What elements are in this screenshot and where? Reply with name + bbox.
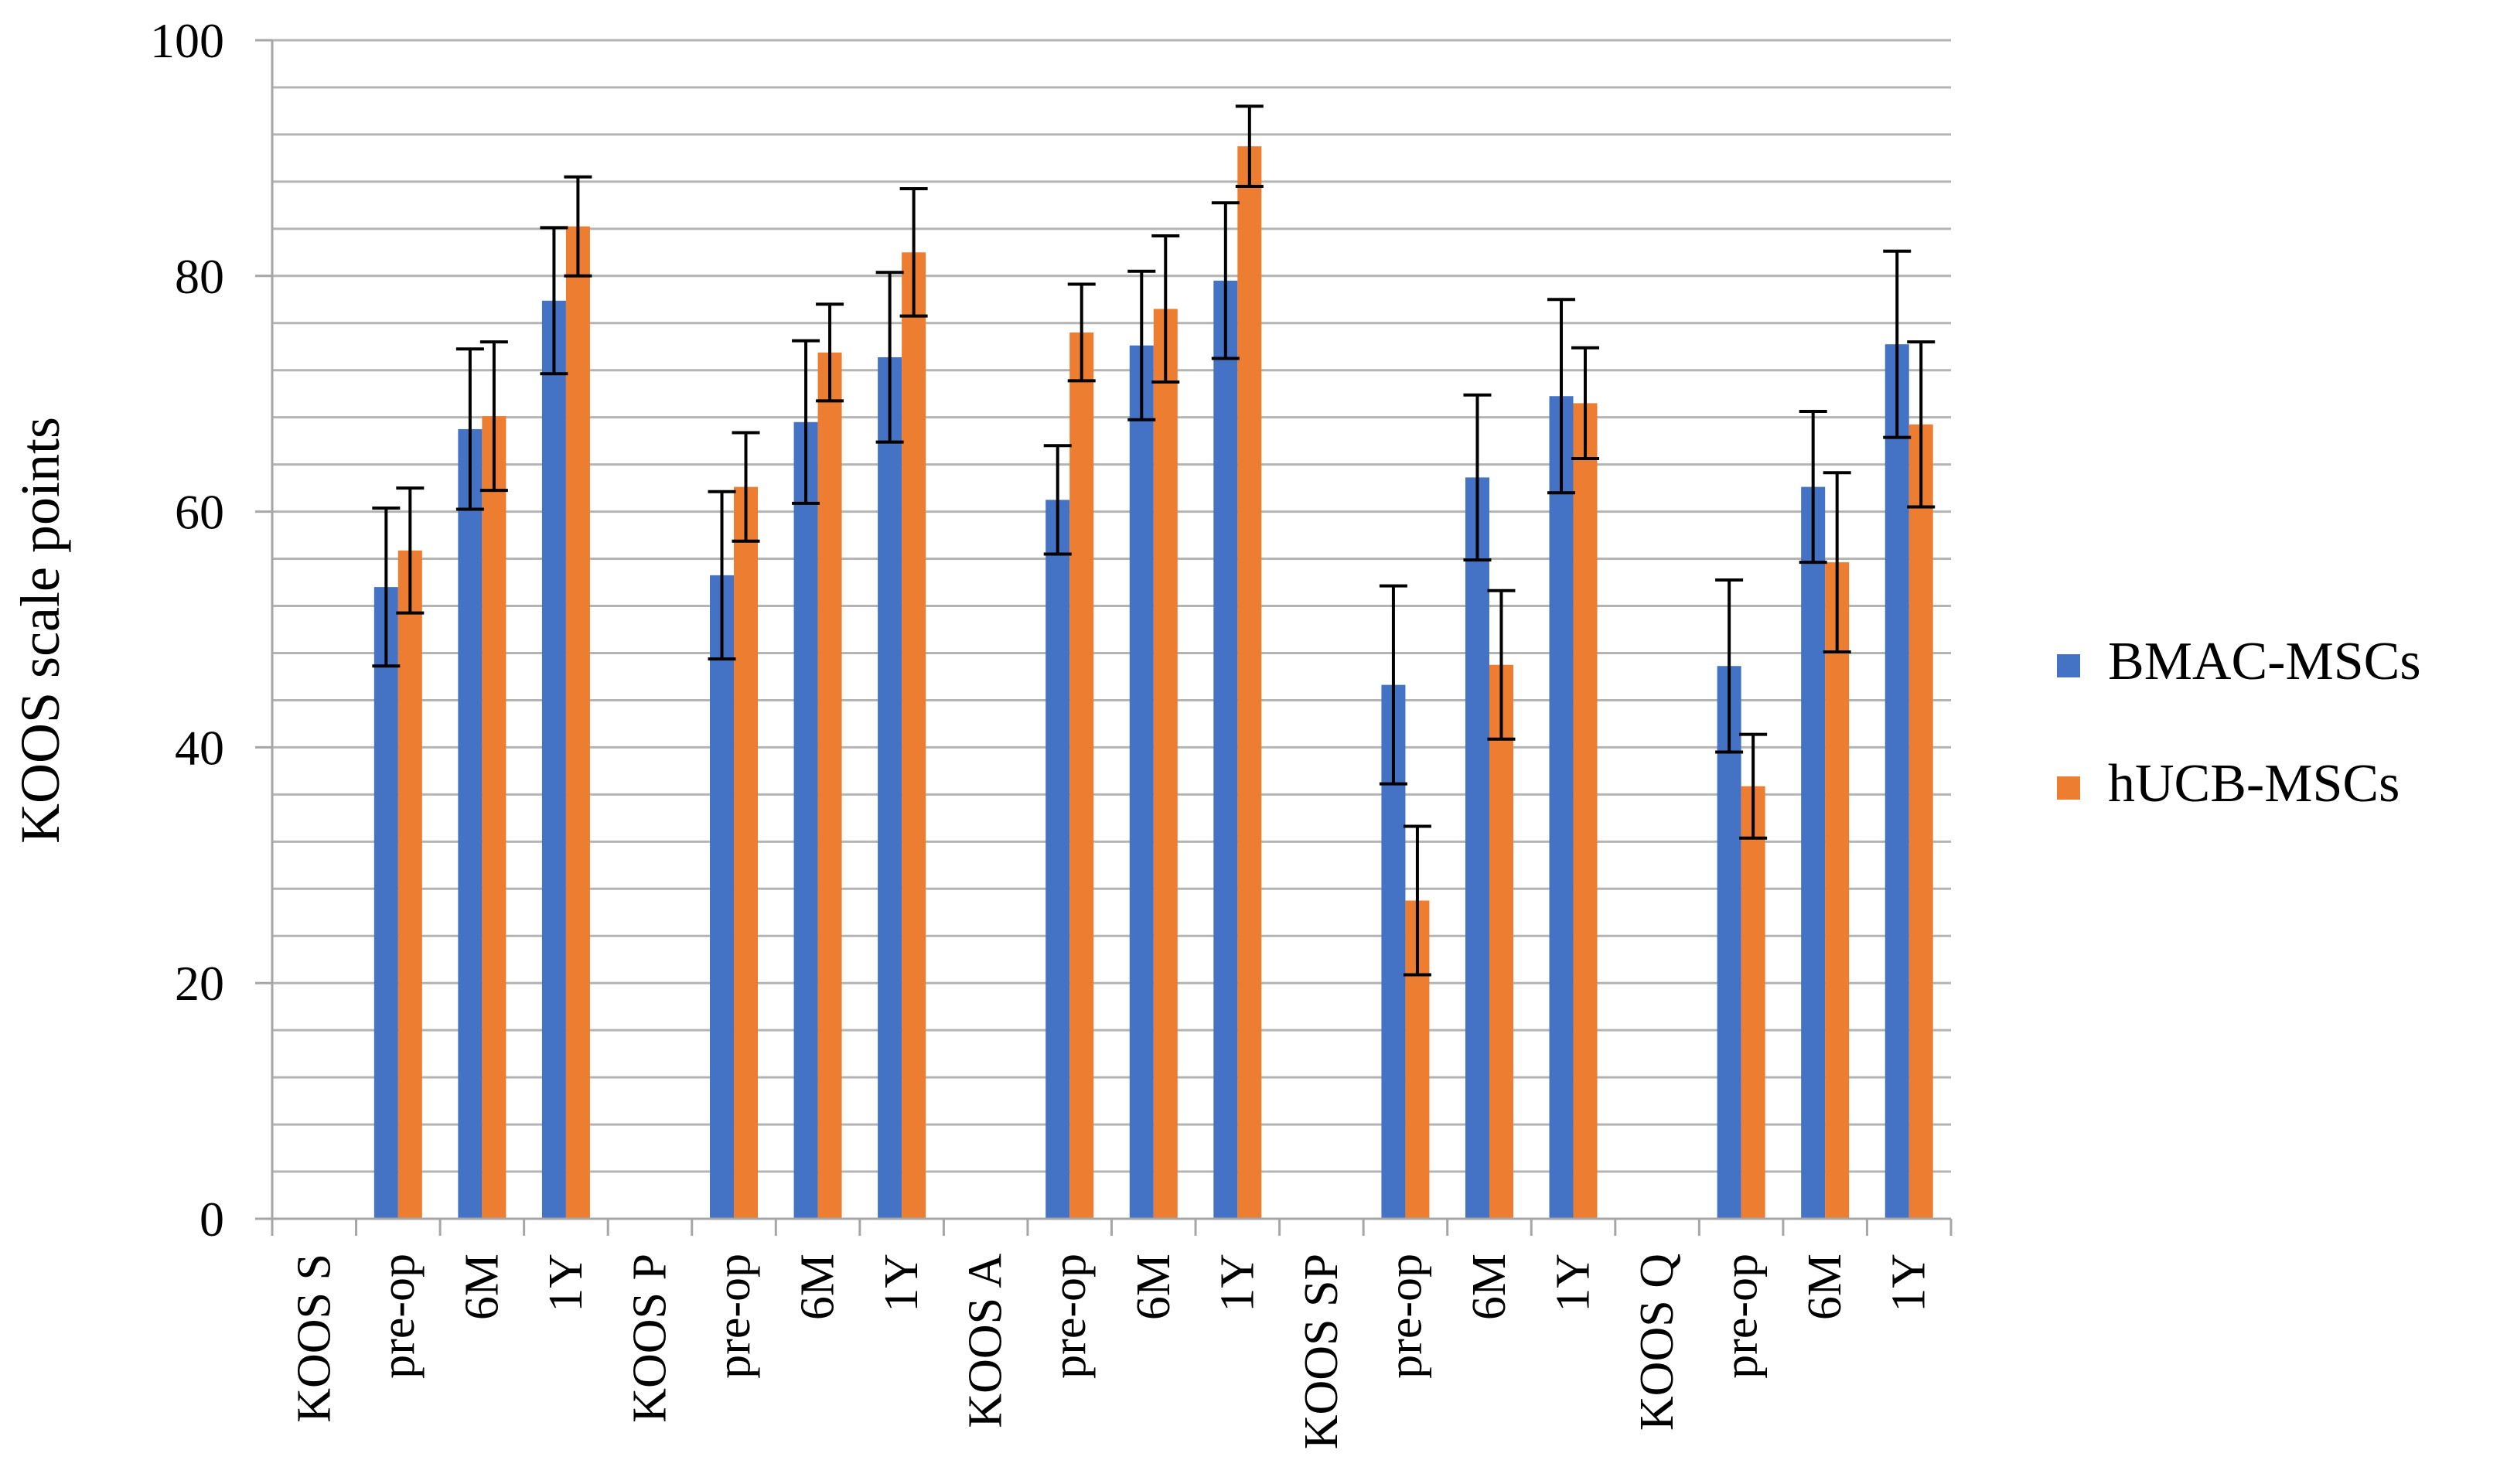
bar-hucb-mscs xyxy=(397,550,422,1219)
x-tick-label: KOOS S xyxy=(288,1254,340,1423)
bar-bmac-mscs xyxy=(710,575,735,1219)
x-tick-label: 6M xyxy=(792,1254,844,1320)
x-tick-label: pre-op xyxy=(708,1254,760,1379)
legend: BMAC-MSCs hUCB-MSCs xyxy=(2057,632,2421,814)
bar-bmac-mscs xyxy=(458,428,483,1219)
x-tick-label: 6M xyxy=(455,1254,508,1320)
legend-label-hucb-mscs: hUCB-MSCs xyxy=(2108,754,2400,814)
legend-swatch-bmac-mscs xyxy=(2057,654,2080,677)
x-tick-label: 6M xyxy=(1799,1254,1851,1320)
bar-hucb-mscs xyxy=(817,352,842,1219)
bar-hucb-mscs xyxy=(734,486,759,1219)
bar-hucb-mscs xyxy=(1908,424,1933,1219)
y-tick-label: 20 xyxy=(175,956,224,1011)
bar-bmac-mscs xyxy=(1465,477,1489,1219)
bar-bmac-mscs xyxy=(1801,486,1826,1219)
bar-bmac-mscs xyxy=(793,421,818,1219)
bar-bmac-mscs xyxy=(373,587,398,1219)
legend-label-bmac-mscs: BMAC-MSCs xyxy=(2108,632,2421,691)
x-tick-labels: KOOS S pre-op 6M 1Y KOOS P pre-op 6M 1Y KOOS A pr… xyxy=(288,1254,1935,1449)
bar-bmac-mscs xyxy=(1717,666,1741,1219)
y-tick-label: 0 xyxy=(200,1192,224,1247)
bar-bmac-mscs xyxy=(541,300,566,1220)
bar-bmac-mscs xyxy=(1549,396,1574,1219)
x-tick-label: 1Y xyxy=(1211,1254,1264,1312)
y-tick-label: 100 xyxy=(150,13,224,68)
x-tick-label: KOOS SP xyxy=(1295,1254,1348,1449)
x-tick-label: pre-op xyxy=(1043,1254,1096,1379)
error-bars xyxy=(372,104,1936,977)
grid xyxy=(272,39,1951,1220)
bar-bmac-mscs xyxy=(1045,500,1070,1219)
bar-bmac-mscs xyxy=(1129,345,1154,1219)
y-tick-label: 80 xyxy=(175,249,224,304)
y-axis-label: KOOS scale points xyxy=(9,417,71,844)
y-tick-label: 40 xyxy=(175,720,224,775)
bar-hucb-mscs xyxy=(1237,146,1262,1219)
bar-bmac-mscs xyxy=(878,357,902,1219)
x-tick-label: 6M xyxy=(1127,1254,1180,1320)
x-tick-label: 1Y xyxy=(540,1254,592,1312)
bar-hucb-mscs xyxy=(1069,332,1094,1219)
y-tick-labels: 0 20 40 60 80 100 xyxy=(150,13,224,1247)
x-tick-label: 1Y xyxy=(875,1254,928,1312)
bar-hucb-mscs xyxy=(1741,786,1765,1219)
x-tick-label: 1Y xyxy=(1883,1254,1936,1312)
bar-hucb-mscs xyxy=(902,252,926,1219)
bar-bmac-mscs xyxy=(1885,344,1909,1219)
axes xyxy=(255,39,1953,1236)
y-tick-label: 60 xyxy=(175,485,224,540)
x-tick-label: pre-op xyxy=(1379,1254,1431,1379)
bar-hucb-mscs xyxy=(1825,562,1850,1219)
x-tick-label: 1Y xyxy=(1547,1254,1600,1312)
bar-hucb-mscs xyxy=(1573,403,1598,1219)
bar-bmac-mscs xyxy=(1213,280,1238,1219)
x-tick-label: 6M xyxy=(1463,1254,1516,1320)
bar-hucb-mscs xyxy=(482,416,507,1219)
bar-hucb-mscs xyxy=(1489,664,1513,1219)
x-tick-label: pre-op xyxy=(372,1254,425,1379)
x-tick-label: pre-op xyxy=(1715,1254,1768,1379)
x-tick-label: KOOS P xyxy=(623,1254,676,1423)
bars xyxy=(373,146,1933,1220)
x-tick-label: KOOS Q xyxy=(1631,1254,1683,1431)
bar-hucb-mscs xyxy=(565,226,590,1219)
legend-swatch-hucb-mscs xyxy=(2057,776,2080,800)
bar-hucb-mscs xyxy=(1153,309,1178,1220)
x-tick-label: KOOS A xyxy=(960,1254,1012,1428)
